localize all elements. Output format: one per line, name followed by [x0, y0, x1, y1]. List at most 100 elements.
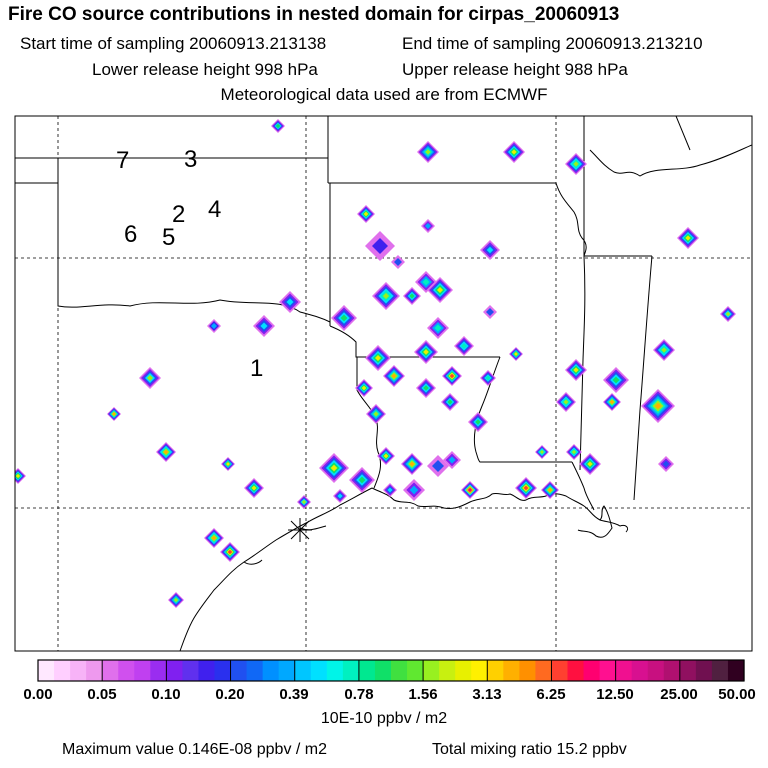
colorbar-segment — [70, 660, 87, 681]
colorbar-segment — [663, 660, 681, 681]
colorbar-label: 0.05 — [87, 686, 117, 703]
fire-contour — [573, 367, 579, 373]
met-data-note: Meteorological data used are from ECMWF — [220, 85, 548, 104]
colorbar-segment — [567, 660, 585, 681]
fire-contour — [573, 161, 579, 167]
fire-contour — [609, 399, 615, 405]
fire-contour — [391, 373, 397, 379]
fire-contour — [286, 298, 294, 306]
fire-contour — [375, 355, 381, 361]
fire-contour — [523, 485, 529, 491]
fire-contour — [662, 460, 670, 468]
fire-contour — [409, 293, 415, 299]
fire-contour — [540, 450, 544, 454]
colorbar-segment — [326, 660, 344, 681]
state-boundary — [329, 325, 500, 358]
map-title: Fire CO source contributions in nested d… — [8, 4, 620, 25]
colorbar-segment — [583, 660, 601, 681]
total-mixing-ratio: Total mixing ratio 15.2 ppbv — [432, 741, 627, 758]
fire-spot — [461, 481, 479, 499]
fire-contour — [409, 461, 415, 467]
fire-spot — [365, 345, 391, 371]
colorbar-segment — [294, 660, 312, 681]
fire-contour — [587, 461, 593, 467]
colorbar-segment — [230, 660, 248, 681]
fire-spot — [383, 365, 405, 387]
fire-spot — [333, 489, 347, 503]
fire-spot — [720, 306, 736, 322]
state-boundary — [57, 158, 331, 323]
colorbar-segment — [150, 660, 167, 681]
start-time: Start time of sampling 20060913.213138 — [20, 34, 327, 53]
fire-contour — [486, 308, 494, 316]
colorbar — [37, 660, 745, 681]
fire-contour — [227, 549, 233, 555]
fire-spot — [207, 319, 221, 333]
fire-spot — [271, 119, 285, 133]
state-boundary — [675, 116, 691, 151]
fire-contour — [15, 473, 21, 479]
fire-contour — [725, 311, 731, 317]
fire-spot — [541, 481, 559, 499]
fire-spot — [357, 205, 375, 223]
site-labels: 1 2 3 4 5 6 7 — [116, 146, 263, 382]
fire-contour — [361, 385, 367, 391]
fire-spot — [416, 378, 436, 398]
colorbar-segment — [134, 660, 151, 681]
colorbar-segment — [679, 660, 697, 681]
colorbar-segment — [118, 660, 135, 681]
colorbar-segment — [471, 660, 488, 681]
fire-contour — [363, 211, 369, 217]
fire-spot — [391, 255, 405, 269]
colorbar-segment — [407, 660, 424, 681]
colorbar-frame — [37, 659, 745, 682]
colorbar-label: 0.20 — [215, 686, 245, 703]
fire-spot — [401, 453, 423, 475]
colorbar-segment — [342, 660, 360, 681]
colorbar-segment — [166, 660, 184, 681]
fire-spot — [355, 379, 373, 397]
colorbar-label: 0.39 — [279, 686, 309, 703]
fire-contour — [147, 375, 153, 381]
fire-spot — [168, 592, 184, 608]
state-boundary — [579, 255, 586, 471]
colorbar-segment — [358, 660, 376, 681]
fire-contour — [485, 375, 491, 381]
fire-contour — [173, 597, 179, 603]
fire-spot — [658, 456, 674, 472]
site-label: 4 — [208, 196, 221, 223]
fire-contour — [661, 347, 667, 353]
fire-contour — [467, 487, 473, 493]
fire-contour — [394, 258, 402, 266]
fire-spot — [377, 447, 395, 465]
fire-spot — [442, 366, 462, 386]
fire-spot — [383, 483, 397, 497]
fire-contour — [372, 238, 388, 254]
fire-contour — [383, 453, 389, 459]
fire-spot — [204, 528, 224, 548]
fire-contour — [251, 485, 257, 491]
fire-contour — [425, 223, 431, 229]
fire-spot — [156, 442, 176, 462]
fire-contour — [448, 456, 456, 464]
fire-contour — [211, 323, 217, 329]
fire-spot — [515, 477, 537, 499]
colorbar-segment — [278, 660, 296, 681]
colorbar-label: 0.78 — [344, 686, 374, 703]
fire-contour — [211, 535, 217, 541]
colorbar-segment — [54, 660, 71, 681]
colorbar-segment — [647, 660, 665, 681]
maximum-value: Maximum value 0.146E-08 ppbv / m2 — [62, 741, 328, 758]
fire-contribution-field — [15, 119, 736, 608]
fire-contour — [330, 464, 338, 472]
colorbar-label: 6.25 — [536, 686, 566, 703]
fire-contour — [461, 343, 467, 349]
fire-spot — [509, 347, 523, 361]
colorbar-segment — [310, 660, 328, 681]
fire-contour — [226, 462, 230, 466]
fire-spot — [480, 370, 496, 386]
colorbar-segment — [503, 660, 520, 681]
site-label: 5 — [162, 224, 175, 251]
fire-spot — [279, 291, 301, 313]
